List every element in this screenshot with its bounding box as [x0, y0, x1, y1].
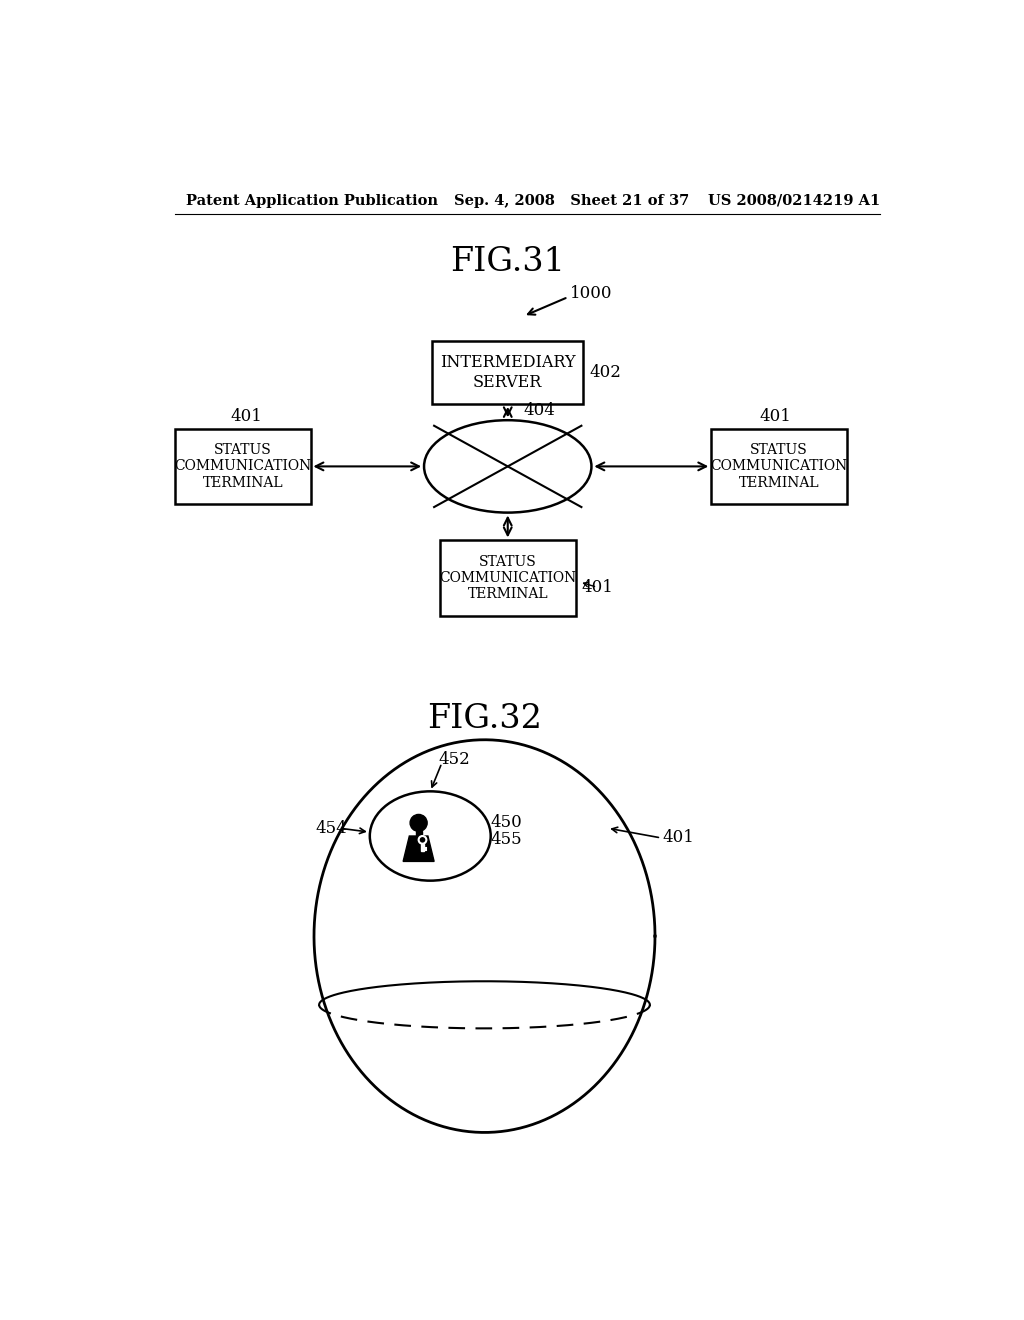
Circle shape	[410, 814, 427, 832]
Text: FIG.31: FIG.31	[451, 247, 565, 279]
Text: STATUS
COMMUNICATION
TERMINAL: STATUS COMMUNICATION TERMINAL	[711, 444, 848, 490]
Text: 401: 401	[582, 578, 613, 595]
Text: INTERMEDIARY
SERVER: INTERMEDIARY SERVER	[440, 354, 575, 391]
Text: 401: 401	[759, 408, 792, 425]
Text: Patent Application Publication: Patent Application Publication	[186, 194, 438, 207]
Ellipse shape	[424, 420, 592, 512]
Text: STATUS
COMMUNICATION
TERMINAL: STATUS COMMUNICATION TERMINAL	[439, 554, 577, 601]
Polygon shape	[403, 836, 434, 862]
Bar	[432, 341, 584, 404]
Bar	[416, 832, 422, 836]
Text: 1000: 1000	[569, 285, 612, 302]
Text: STATUS
COMMUNICATION
TERMINAL: STATUS COMMUNICATION TERMINAL	[174, 444, 311, 490]
Text: 452: 452	[438, 751, 470, 767]
Text: 401: 401	[663, 829, 694, 846]
Text: FIG.32: FIG.32	[427, 704, 542, 735]
Text: 450: 450	[490, 813, 522, 830]
Text: 401: 401	[230, 408, 262, 425]
Bar	[421, 843, 424, 851]
Text: 402: 402	[590, 364, 622, 381]
Text: US 2008/0214219 A1: US 2008/0214219 A1	[708, 194, 880, 207]
Bar	[440, 540, 575, 615]
Text: 404: 404	[523, 403, 555, 420]
Ellipse shape	[370, 792, 490, 880]
Text: 455: 455	[490, 832, 522, 849]
Text: Sep. 4, 2008   Sheet 21 of 37: Sep. 4, 2008 Sheet 21 of 37	[454, 194, 689, 207]
Bar	[175, 429, 310, 504]
Bar	[712, 429, 847, 504]
Text: 454: 454	[315, 820, 347, 837]
